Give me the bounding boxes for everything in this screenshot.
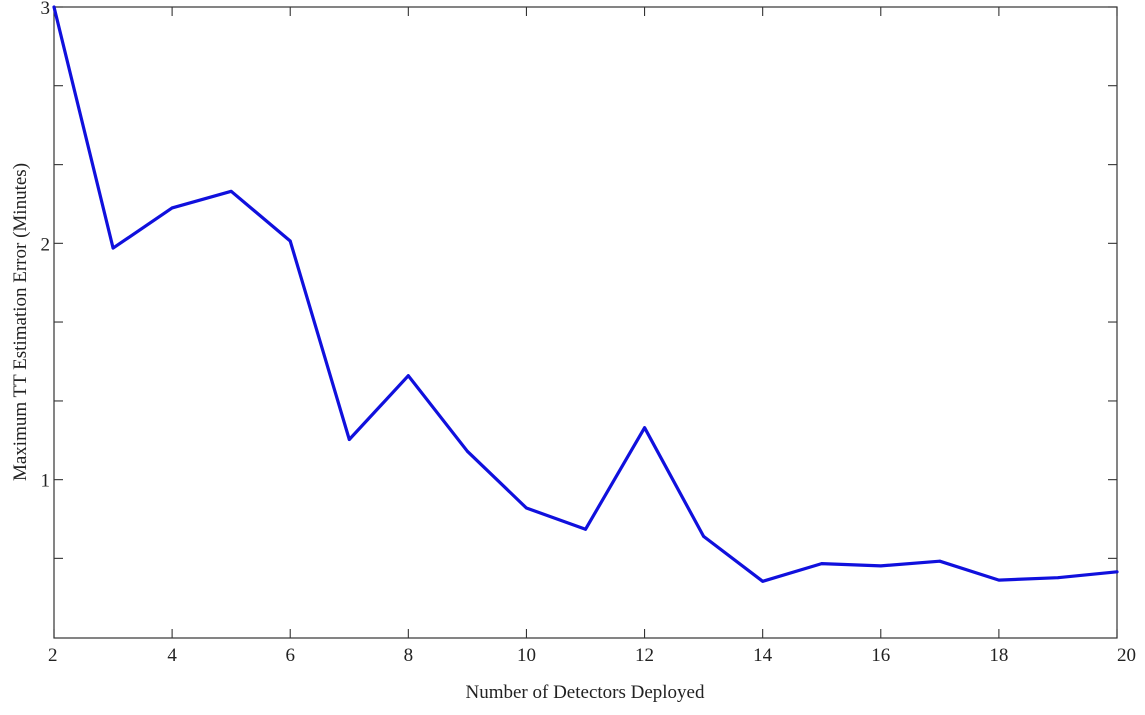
data-point — [938, 559, 942, 563]
x-tick-label: 4 — [167, 645, 177, 666]
x-tick-label: 18 — [989, 645, 1008, 666]
data-point — [229, 189, 233, 193]
y-tick-label: 1 — [41, 471, 51, 492]
y-axis-ticks: 1 2 3 — [41, 0, 1117, 559]
x-axis-title: Number of Detectors Deployed — [465, 682, 705, 703]
data-point — [584, 527, 587, 531]
series-layer — [52, 5, 1119, 583]
x-tick-label: 12 — [635, 645, 654, 666]
data-point — [347, 438, 351, 441]
x-tick-label: 20 — [1117, 645, 1136, 666]
y-tick-label: 3 — [41, 0, 51, 19]
data-point — [761, 579, 765, 583]
data-point — [879, 564, 883, 568]
data-point — [465, 449, 469, 453]
data-point — [820, 562, 824, 565]
x-axis-ticks: 2 4 6 8 10 12 14 16 18 20 — [48, 7, 1136, 666]
data-point — [643, 426, 646, 430]
data-point — [997, 578, 1001, 582]
y-tick-label: 2 — [41, 234, 51, 255]
plot-area-frame — [53, 6, 1118, 639]
data-point — [111, 246, 115, 250]
series-line — [52, 5, 1119, 583]
data-point — [288, 239, 292, 243]
x-tick-label: 14 — [753, 645, 773, 666]
x-tick-label: 6 — [285, 645, 295, 666]
data-point — [702, 534, 706, 538]
x-tick-label: 10 — [517, 645, 536, 666]
data-point — [1115, 570, 1119, 574]
y-axis-title: Maximum TT Estimation Error (Minutes) — [10, 163, 31, 481]
x-tick-label: 16 — [871, 645, 890, 666]
data-point — [52, 5, 56, 9]
data-point — [406, 374, 410, 378]
data-point — [1056, 576, 1060, 580]
x-tick-label: 2 — [48, 645, 58, 666]
data-point — [170, 206, 174, 210]
x-tick-label: 8 — [404, 645, 414, 666]
data-point — [525, 506, 528, 510]
